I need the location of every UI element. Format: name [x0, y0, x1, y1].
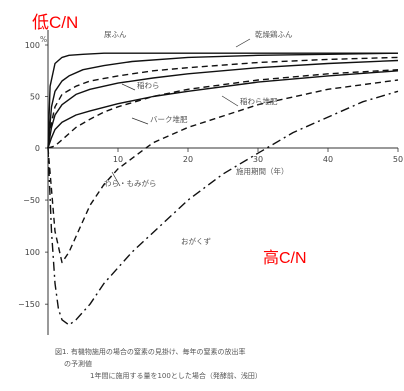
label-leader: [121, 83, 136, 91]
series-line-4: [47, 59, 399, 149]
y-tick-label: 0: [35, 144, 40, 153]
series-label-3: 稲わら: [137, 80, 160, 90]
x-tick-label: 50: [393, 155, 403, 164]
x-tick-label: 10: [113, 155, 123, 164]
series-line-1: [47, 52, 398, 149]
axes: 10 20 30 40 50 100 50 0 −50 100 −150: [18, 30, 403, 335]
label-leader: [221, 95, 239, 107]
series-line-7: [47, 79, 399, 264]
y-tick-label: 100: [25, 248, 40, 257]
y-tick-label: 50: [30, 93, 40, 102]
y-tick-label: 100: [25, 41, 40, 50]
low-cn-callout: 低C/N: [32, 13, 78, 32]
label-leader: [131, 117, 149, 125]
label-leader: [111, 171, 121, 187]
x-tick-label: 20: [183, 155, 193, 164]
series-line-3: [47, 56, 399, 149]
series-label-7: わら・もみがら: [104, 178, 157, 188]
caption-line-3: 1年間に施用する量を100とした場合（発酵前、浅田）: [90, 371, 262, 380]
series-line-2: [47, 52, 399, 149]
caption-line-1: 図1. 有機物施用の場合の窒素の見掛け、毎年の窒素の放出率: [55, 347, 246, 356]
x-tick-label: 30: [253, 155, 263, 164]
series-line-5: [47, 70, 399, 149]
high-cn-callout: 高C/N: [263, 249, 307, 267]
series-label-8: おがくず: [181, 236, 211, 246]
series-label-1: 乾燥鶏ふん: [255, 29, 293, 39]
y-axis-unit: %: [40, 35, 47, 44]
series-label-2: 尿ふん: [104, 30, 127, 39]
series-line-6: [47, 69, 399, 149]
y-tick-label: −150: [18, 300, 40, 309]
series-layer: [47, 52, 399, 326]
caption-line-2: の予測値: [64, 359, 92, 368]
series-label-4: 稲わら堆肥: [240, 96, 278, 106]
label-leader: [235, 38, 251, 48]
series-line-8: [47, 90, 399, 326]
y-tick-label: −50: [23, 196, 40, 205]
x-axis-label: 施用期間（年）: [236, 166, 289, 176]
series-label-5: バーク堆肥: [150, 114, 188, 124]
x-tick-label: 40: [323, 155, 333, 164]
